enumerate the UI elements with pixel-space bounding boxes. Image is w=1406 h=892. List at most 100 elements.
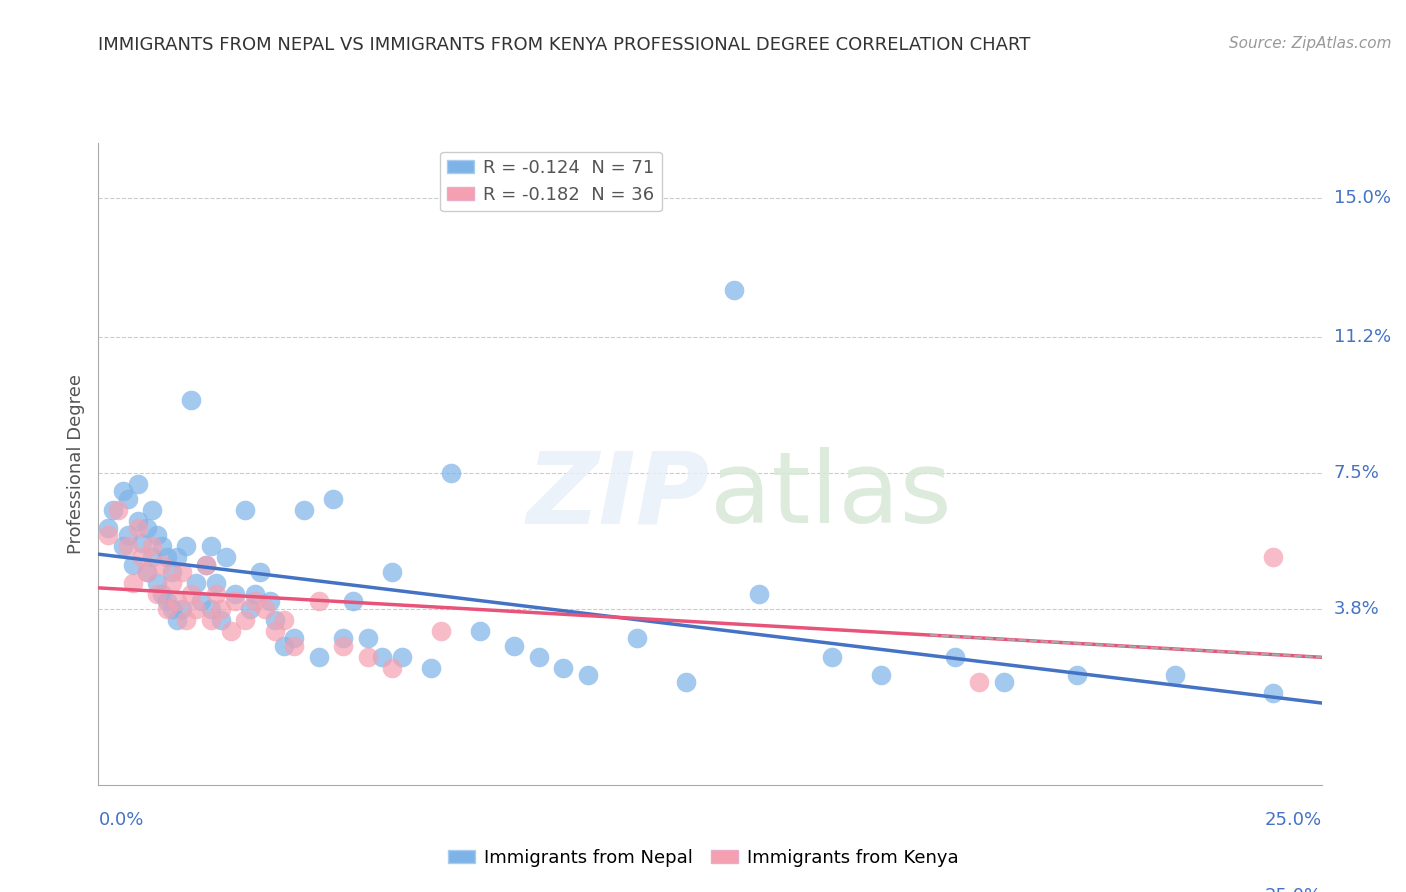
Point (131, 550, 153, 565)
Point (176, 613, 198, 627)
Point (356, 649, 378, 664)
Point (170, 602, 193, 616)
Text: 3.8%: 3.8% (1334, 599, 1379, 618)
Point (273, 639, 295, 653)
Point (176, 540, 198, 554)
Point (127, 477, 149, 491)
Point (186, 576, 208, 591)
Point (1066, 668, 1088, 682)
Point (141, 502, 163, 516)
Point (371, 649, 394, 664)
Point (156, 550, 179, 565)
Point (233, 613, 256, 627)
Text: 7.5%: 7.5% (1334, 464, 1379, 482)
Point (150, 587, 173, 601)
Point (209, 602, 232, 616)
Point (322, 491, 344, 506)
Point (107, 502, 129, 516)
Point (1261, 686, 1284, 700)
Point (943, 649, 966, 664)
Point (160, 602, 183, 616)
Point (200, 540, 222, 554)
Text: 25.0%: 25.0% (1264, 887, 1322, 892)
Point (332, 631, 354, 645)
Text: 0.0%: 0.0% (98, 811, 143, 829)
Point (117, 491, 139, 506)
Point (141, 550, 163, 565)
Point (205, 587, 228, 601)
Point (156, 594, 179, 608)
Point (273, 613, 295, 627)
Text: 25.0%: 25.0% (1264, 811, 1322, 829)
Point (186, 602, 208, 616)
Point (420, 660, 443, 674)
Point (249, 565, 271, 579)
Point (127, 521, 149, 535)
Point (626, 631, 648, 645)
Point (190, 594, 212, 608)
Point (468, 624, 491, 638)
Point (870, 668, 893, 682)
Point (195, 558, 218, 572)
Point (121, 576, 143, 591)
Legend: Immigrants from Nepal, Immigrants from Kenya: Immigrants from Nepal, Immigrants from K… (440, 842, 966, 874)
Point (263, 624, 285, 638)
Point (263, 613, 285, 627)
Point (391, 649, 413, 664)
Point (121, 558, 143, 572)
Point (283, 631, 305, 645)
Point (205, 576, 228, 591)
Point (146, 528, 169, 542)
Point (111, 484, 134, 499)
Point (283, 639, 305, 653)
Point (553, 660, 575, 674)
Point (430, 624, 453, 638)
Point (136, 565, 159, 579)
Point (150, 540, 173, 554)
Point (180, 587, 202, 601)
Point (253, 602, 276, 616)
Point (117, 528, 139, 542)
Point (150, 558, 173, 572)
Point (576, 668, 599, 682)
Legend: R = -0.124  N = 71, R = -0.182  N = 36: R = -0.124 N = 71, R = -0.182 N = 36 (440, 152, 662, 211)
Point (356, 631, 378, 645)
Point (723, 283, 745, 297)
Point (117, 540, 139, 554)
Point (1164, 668, 1187, 682)
Point (259, 594, 281, 608)
Point (748, 587, 770, 601)
Point (308, 649, 330, 664)
Text: 11.2%: 11.2% (1334, 328, 1391, 346)
Point (195, 558, 218, 572)
Point (127, 514, 149, 528)
Point (224, 594, 246, 608)
Text: IMMIGRANTS FROM NEPAL VS IMMIGRANTS FROM KENYA PROFESSIONAL DEGREE CORRELATION C: IMMIGRANTS FROM NEPAL VS IMMIGRANTS FROM… (98, 36, 1031, 54)
Point (97, 528, 120, 542)
Point (292, 502, 315, 516)
Point (224, 587, 246, 601)
Point (214, 550, 236, 565)
Point (160, 576, 183, 591)
Point (131, 535, 153, 549)
Point (136, 565, 159, 579)
Point (209, 613, 232, 627)
Point (97, 521, 120, 535)
Point (136, 521, 159, 535)
Point (332, 639, 354, 653)
Point (219, 624, 242, 638)
Point (200, 613, 222, 627)
Point (967, 675, 990, 690)
Point (503, 639, 526, 653)
Point (200, 602, 222, 616)
Point (166, 550, 188, 565)
Text: Source: ZipAtlas.com: Source: ZipAtlas.com (1229, 36, 1392, 51)
Point (146, 587, 169, 601)
Point (243, 587, 266, 601)
Point (166, 594, 188, 608)
Point (381, 565, 404, 579)
Point (160, 565, 183, 579)
Point (381, 660, 404, 674)
Point (170, 565, 193, 579)
Point (111, 540, 134, 554)
